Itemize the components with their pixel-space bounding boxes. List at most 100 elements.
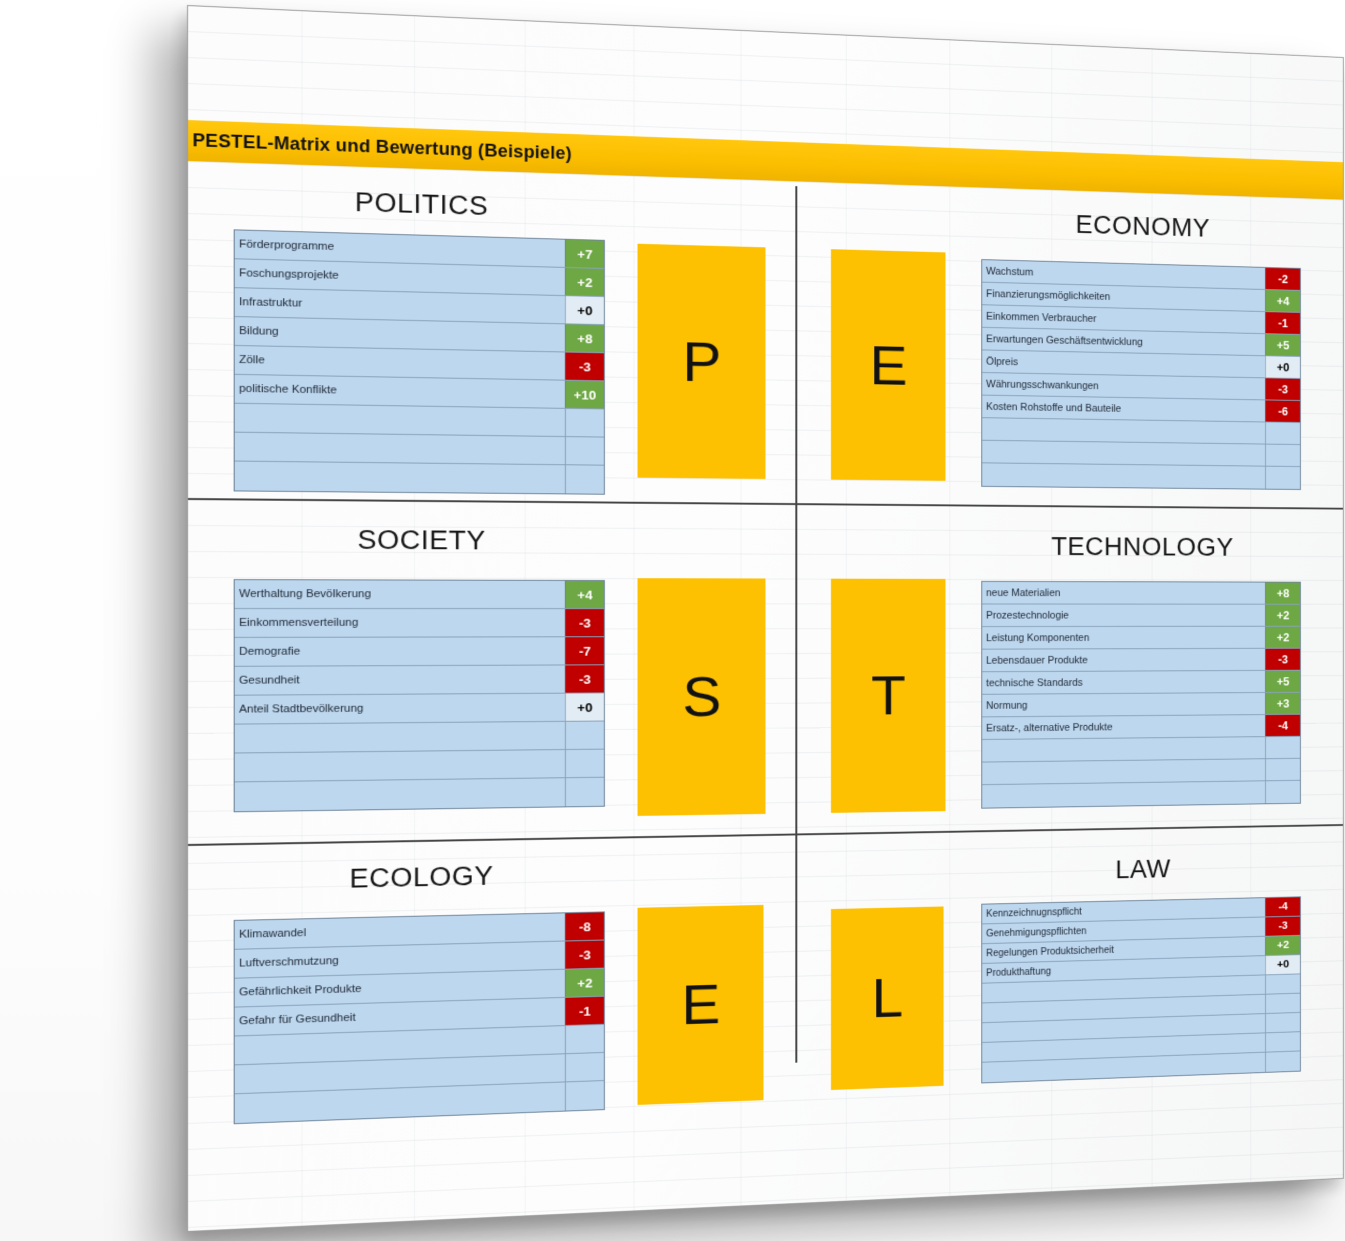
pestel-sheet: PESTEL-Matrix und Bewertung (Beispiele) … bbox=[187, 5, 1344, 1232]
factor-score: +0 bbox=[564, 693, 604, 721]
factor-label: technische Standards bbox=[986, 676, 1083, 689]
factor-table-politics: Förderprogramme +7 Foschungsprojekte +2 Infr… bbox=[233, 229, 605, 495]
factor-label bbox=[982, 792, 1265, 796]
factor-score: +8 bbox=[564, 324, 604, 353]
factor-label bbox=[235, 764, 565, 768]
factor-score: +7 bbox=[564, 239, 604, 268]
factor-label: Infrastruktur bbox=[239, 296, 303, 310]
factor-score: -3 bbox=[564, 609, 604, 637]
factor-label: Lebensdauer Produkte bbox=[986, 654, 1088, 667]
factor-score-empty bbox=[1265, 466, 1300, 490]
factor-score: +2 bbox=[1265, 935, 1300, 956]
factor-row: Leistung Komponenten +2 bbox=[982, 626, 1300, 650]
factor-score-empty bbox=[1265, 993, 1300, 1014]
letter-tile-s: S bbox=[637, 578, 766, 816]
factor-score: +2 bbox=[564, 267, 604, 297]
divider-horizontal-2 bbox=[188, 824, 1343, 846]
factor-label bbox=[235, 792, 565, 797]
factor-label: Kennzeichnugnspflicht bbox=[986, 906, 1082, 920]
factor-label: Gefährlichkeit Produkte bbox=[239, 983, 362, 999]
factor-table-technology: neue Materialien +8 Prozestechnologie +2 Lei… bbox=[981, 580, 1301, 809]
factor-score: +5 bbox=[1265, 334, 1300, 357]
factor-score-empty bbox=[564, 408, 604, 437]
factor-row bbox=[982, 780, 1300, 808]
factor-score: +4 bbox=[564, 580, 604, 609]
factor-label: neue Materialien bbox=[986, 587, 1061, 599]
factor-score: -7 bbox=[564, 637, 604, 665]
factor-score: +2 bbox=[1265, 604, 1300, 626]
factor-score: -4 bbox=[1265, 714, 1300, 737]
factor-label: Ersatz-, alternative Produkte bbox=[986, 721, 1113, 734]
factor-label: Leistung Komponenten bbox=[986, 632, 1090, 644]
factor-label: Erwartungen Geschäftsentwicklung bbox=[986, 333, 1143, 348]
letter-tile-t: T bbox=[830, 578, 946, 813]
divider-vertical bbox=[795, 186, 798, 1063]
factor-label: Foschungsprojekte bbox=[239, 267, 339, 282]
factor-score-empty bbox=[1265, 780, 1300, 804]
factor-label bbox=[982, 1023, 1265, 1032]
factor-row: Normung +3 bbox=[982, 692, 1300, 718]
factor-label: Klimawandel bbox=[239, 927, 307, 941]
letter-tile-e-economy: E bbox=[830, 249, 946, 481]
factor-label bbox=[235, 476, 565, 479]
factor-row: Demografie -7 bbox=[234, 637, 604, 667]
factor-row bbox=[982, 463, 1300, 490]
factor-row: Lebensdauer Produkte -3 bbox=[982, 648, 1300, 673]
factor-row bbox=[235, 462, 604, 494]
letter-tile-p: P bbox=[637, 243, 766, 479]
factor-label: Bildung bbox=[239, 325, 279, 338]
factor-row bbox=[235, 777, 604, 812]
factor-label bbox=[982, 985, 1265, 994]
factor-label: Zölle bbox=[239, 353, 265, 367]
factor-score: -3 bbox=[1265, 648, 1300, 670]
factor-score: +2 bbox=[1265, 626, 1300, 648]
factor-score-empty bbox=[1265, 758, 1300, 781]
section-header-technology: TECHNOLOGY bbox=[1051, 532, 1234, 562]
factor-label: Kosten Rohstoffe und Bauteile bbox=[986, 400, 1122, 415]
divider-horizontal-1 bbox=[188, 498, 1343, 510]
factor-label bbox=[982, 1004, 1265, 1013]
factor-label: Einkommensverteilung bbox=[239, 616, 359, 629]
factor-row: Anteil Stadtbevölkerung +0 bbox=[234, 693, 604, 725]
factor-score-empty bbox=[1265, 974, 1300, 994]
factor-label bbox=[982, 429, 1265, 433]
section-header-politics: POLITICS bbox=[354, 187, 489, 221]
factor-score: -3 bbox=[564, 940, 604, 969]
section-header-economy: ECONOMY bbox=[1075, 210, 1210, 243]
section-header-society: SOCIETY bbox=[357, 525, 486, 556]
factor-score: -3 bbox=[1265, 916, 1300, 936]
factor-score-empty bbox=[564, 1052, 604, 1082]
factor-label: Genehmigungspflichten bbox=[986, 926, 1087, 939]
letter-tile-l: L bbox=[830, 906, 944, 1090]
factor-label: Einkommen Verbraucher bbox=[986, 310, 1097, 325]
factor-score: -1 bbox=[564, 996, 604, 1026]
factor-row: Werthaltung Bevölkerung +4 bbox=[234, 580, 604, 610]
factor-label: Förderprogramme bbox=[239, 238, 335, 253]
factor-label: Luftverschmutzung bbox=[239, 955, 339, 970]
factor-label bbox=[235, 447, 565, 451]
factor-score: -6 bbox=[1265, 400, 1300, 423]
factor-score-empty bbox=[564, 465, 604, 494]
factor-label bbox=[235, 1068, 565, 1079]
section-header-law: LAW bbox=[1115, 854, 1171, 884]
document-title: PESTEL-Matrix und Bewertung (Beispiele) bbox=[192, 130, 572, 164]
factor-label: Prozestechnologie bbox=[986, 609, 1069, 621]
factor-score: +0 bbox=[1265, 955, 1300, 975]
factor-table-economy: Wachstum -2 Finanzierungsmöglichkeiten +4 Ei… bbox=[981, 259, 1301, 490]
factor-row: Einkommensverteilung -3 bbox=[234, 609, 604, 638]
factor-score: -2 bbox=[1265, 267, 1300, 290]
factor-label bbox=[235, 735, 565, 738]
factor-label bbox=[982, 770, 1265, 774]
letter-tile-e-ecology: E bbox=[637, 904, 764, 1105]
factor-label bbox=[235, 1097, 565, 1109]
factor-label: Regelungen Produktsicherheit bbox=[986, 944, 1114, 959]
factor-table-ecology: Klimawandel -8 Luftverschmutzung -3 Gefährli… bbox=[233, 911, 605, 1125]
factor-table-law: Kennzeichnugnspflicht -4 Genehmigungspflic… bbox=[981, 896, 1301, 1084]
factor-score: +4 bbox=[1265, 289, 1300, 312]
factor-score-empty bbox=[1265, 1032, 1300, 1052]
factor-score-empty bbox=[564, 749, 604, 778]
factor-label: Finanzierungsmöglichkeiten bbox=[986, 287, 1111, 303]
factor-score: +8 bbox=[1265, 582, 1300, 604]
factor-row: technische Standards +5 bbox=[982, 670, 1300, 695]
